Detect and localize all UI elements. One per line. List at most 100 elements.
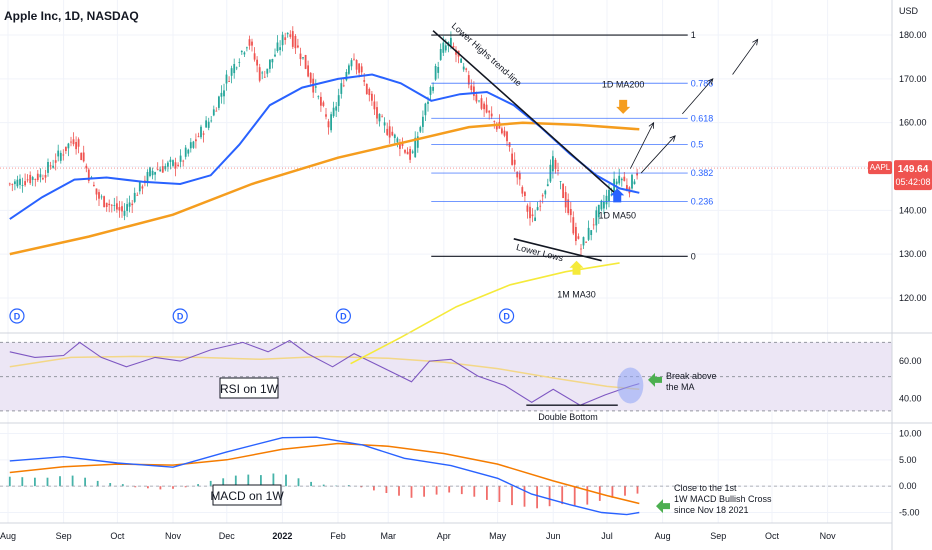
candle-body [126, 204, 128, 211]
projection-arrow [640, 135, 676, 174]
candle-body [309, 72, 312, 83]
candle-body [243, 52, 246, 55]
candle-body [355, 60, 358, 70]
candle-body [240, 50, 243, 53]
candle-body [575, 227, 577, 241]
candle-body [582, 237, 585, 246]
macd-histogram-bar [347, 485, 350, 487]
break-highlight-circle [617, 367, 644, 404]
candle-body [44, 175, 47, 178]
candle-body [302, 57, 304, 59]
candle-body [205, 120, 207, 128]
candle-body [503, 130, 506, 136]
dividend-marker-label: D [503, 312, 510, 322]
symbol-tag-background [868, 161, 892, 175]
x-tick-label: Jun [546, 531, 561, 541]
last-price-tag[interactable]: 149.64 05:42:08 [894, 160, 932, 191]
macd-histogram-bar [322, 484, 325, 487]
candle-body [322, 102, 325, 106]
candle-body [404, 150, 406, 153]
candle-body [350, 60, 353, 67]
dividend-marker [498, 308, 515, 324]
candle-body [501, 128, 503, 134]
symbol-tag[interactable]: AAPL [868, 161, 892, 175]
candle-body [414, 137, 417, 158]
candle-body [376, 107, 378, 119]
x-tick-label: Nov [820, 531, 837, 541]
projection-arrow [629, 122, 655, 169]
dividend-marker [172, 308, 188, 324]
candle-body [567, 199, 570, 214]
candle-body [172, 160, 174, 166]
candle-body [529, 206, 531, 219]
candle-body [177, 164, 179, 166]
candle-body [615, 181, 618, 185]
macd-histogram-bar [121, 484, 124, 487]
candle-body [536, 207, 539, 211]
macd-histogram-bar [46, 477, 49, 487]
candle-body [452, 46, 455, 48]
candle-body [490, 113, 493, 117]
candle-body [473, 86, 475, 96]
macd-note-line1: Close to the 1st [674, 483, 737, 493]
macd-histogram-bar [8, 476, 11, 487]
double-bottom-label: Double Bottom [538, 412, 598, 422]
candle-body [337, 95, 340, 106]
candle-body [363, 80, 366, 82]
candle-body [154, 172, 156, 175]
candle-body [424, 103, 427, 116]
candle-body [57, 150, 60, 157]
candle-body [138, 181, 141, 192]
candle-body [330, 114, 332, 131]
x-tick-label: Sep [710, 531, 726, 541]
candle-body [121, 206, 123, 212]
candle-body [269, 59, 271, 69]
candle-body [552, 156, 554, 172]
rsi-green-arrow [648, 372, 662, 387]
candle-body [314, 86, 317, 88]
candle-body [360, 66, 363, 73]
macd-histogram-bar [561, 486, 564, 505]
macd-histogram-bar [423, 486, 425, 497]
macd-histogram-bar [209, 480, 212, 487]
candle-body [340, 83, 343, 94]
macd-signal-line [9, 442, 640, 505]
macd-histogram-bar [498, 486, 501, 502]
candle-body [29, 174, 32, 184]
candle-body [378, 113, 381, 122]
macd-histogram-bar [536, 486, 538, 509]
candle-body [195, 139, 197, 142]
candle-body [422, 116, 424, 127]
candle-body [493, 121, 496, 122]
macd-histogram-bar [373, 486, 375, 491]
candle-body [93, 184, 95, 186]
candle-body [65, 146, 67, 151]
last-price-background [894, 160, 932, 191]
x-tick-label: Oct [110, 531, 125, 541]
macd-histogram-bar [34, 477, 36, 487]
projection-arrow-head [648, 121, 655, 129]
candle-body [233, 64, 236, 74]
candle-body [279, 47, 281, 50]
candle-body [544, 190, 547, 195]
candle-body [274, 54, 276, 57]
macd-histogram-bar [460, 486, 463, 495]
macd-histogram-bar [360, 486, 363, 488]
candle-body [623, 176, 626, 181]
macd-histogram-bar [410, 486, 413, 498]
candle-body [8, 183, 11, 185]
candle-body [572, 217, 575, 234]
candle-body [230, 68, 233, 76]
candle-body [600, 200, 603, 210]
candle-body [118, 207, 121, 211]
candle-body [82, 152, 85, 162]
candle-body [294, 36, 297, 49]
candle-body [636, 173, 638, 176]
candle-body [289, 34, 292, 37]
candle-body [246, 47, 248, 49]
candle-body [169, 159, 172, 162]
x-tick-label: May [489, 531, 507, 541]
macd-histogram-bar [486, 486, 488, 500]
candle-body [483, 103, 485, 110]
